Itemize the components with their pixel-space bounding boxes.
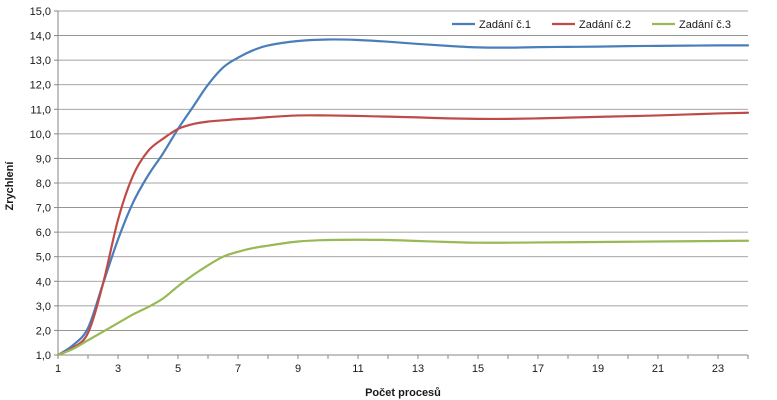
y-tick-label: 11,0 xyxy=(30,104,51,116)
series-line-1 xyxy=(56,38,750,357)
y-axis-title: Zrychlení xyxy=(4,161,16,211)
x-tick-label: 21 xyxy=(652,363,664,375)
series-line-3 xyxy=(56,238,750,357)
y-tick-label: 5,0 xyxy=(36,252,51,264)
x-tick-label: 13 xyxy=(412,363,424,375)
x-tick-label: 11 xyxy=(352,363,363,375)
y-tick-label: 13,0 xyxy=(30,55,51,67)
x-tick-label: 15 xyxy=(472,363,484,375)
x-tick-label: 9 xyxy=(295,363,301,375)
x-tick-label: 3 xyxy=(115,363,121,375)
x-tick-label: 17 xyxy=(532,363,544,375)
y-tick-label: 15,0 xyxy=(30,6,51,18)
series-lines xyxy=(56,38,750,357)
y-tick-label: 14,0 xyxy=(30,31,51,43)
y-tick-label: 6,0 xyxy=(36,227,51,239)
y-tick-label: 2,0 xyxy=(36,325,51,337)
y-tick-label: 8,0 xyxy=(36,178,51,190)
y-tick-label: 9,0 xyxy=(36,153,51,165)
y-tick-label: 1,0 xyxy=(36,350,51,362)
y-tick-label: 3,0 xyxy=(36,301,51,313)
x-tick-label: 7 xyxy=(235,363,241,375)
x-axis-title: Počet procesů xyxy=(365,387,441,399)
y-tick-label: 4,0 xyxy=(36,276,51,288)
x-tick-label: 23 xyxy=(712,363,724,375)
y-tick-label: 7,0 xyxy=(36,203,51,215)
x-tick-label: 5 xyxy=(175,363,181,375)
legend-label-2: Zadání č.2 xyxy=(579,19,631,31)
legend: Zadání č.1 Zadání č.2 Zadání č.3 xyxy=(452,19,731,31)
x-tick-label: 19 xyxy=(592,363,604,375)
y-tick-label: 10,0 xyxy=(30,129,51,141)
axes xyxy=(54,10,749,359)
y-tick-label: 12,0 xyxy=(30,80,51,92)
legend-label-1: Zadání č.1 xyxy=(479,19,531,31)
x-tick-label: 1 xyxy=(55,363,61,375)
legend-label-3: Zadání č.3 xyxy=(679,19,731,31)
gridlines xyxy=(58,10,748,331)
tick-labels: 1,0 2,0 3,0 4,0 5,0 6,0 7,0 8,0 9,0 10,0 11,0 12,0 1… xyxy=(30,6,725,375)
series-line-2 xyxy=(56,111,750,357)
